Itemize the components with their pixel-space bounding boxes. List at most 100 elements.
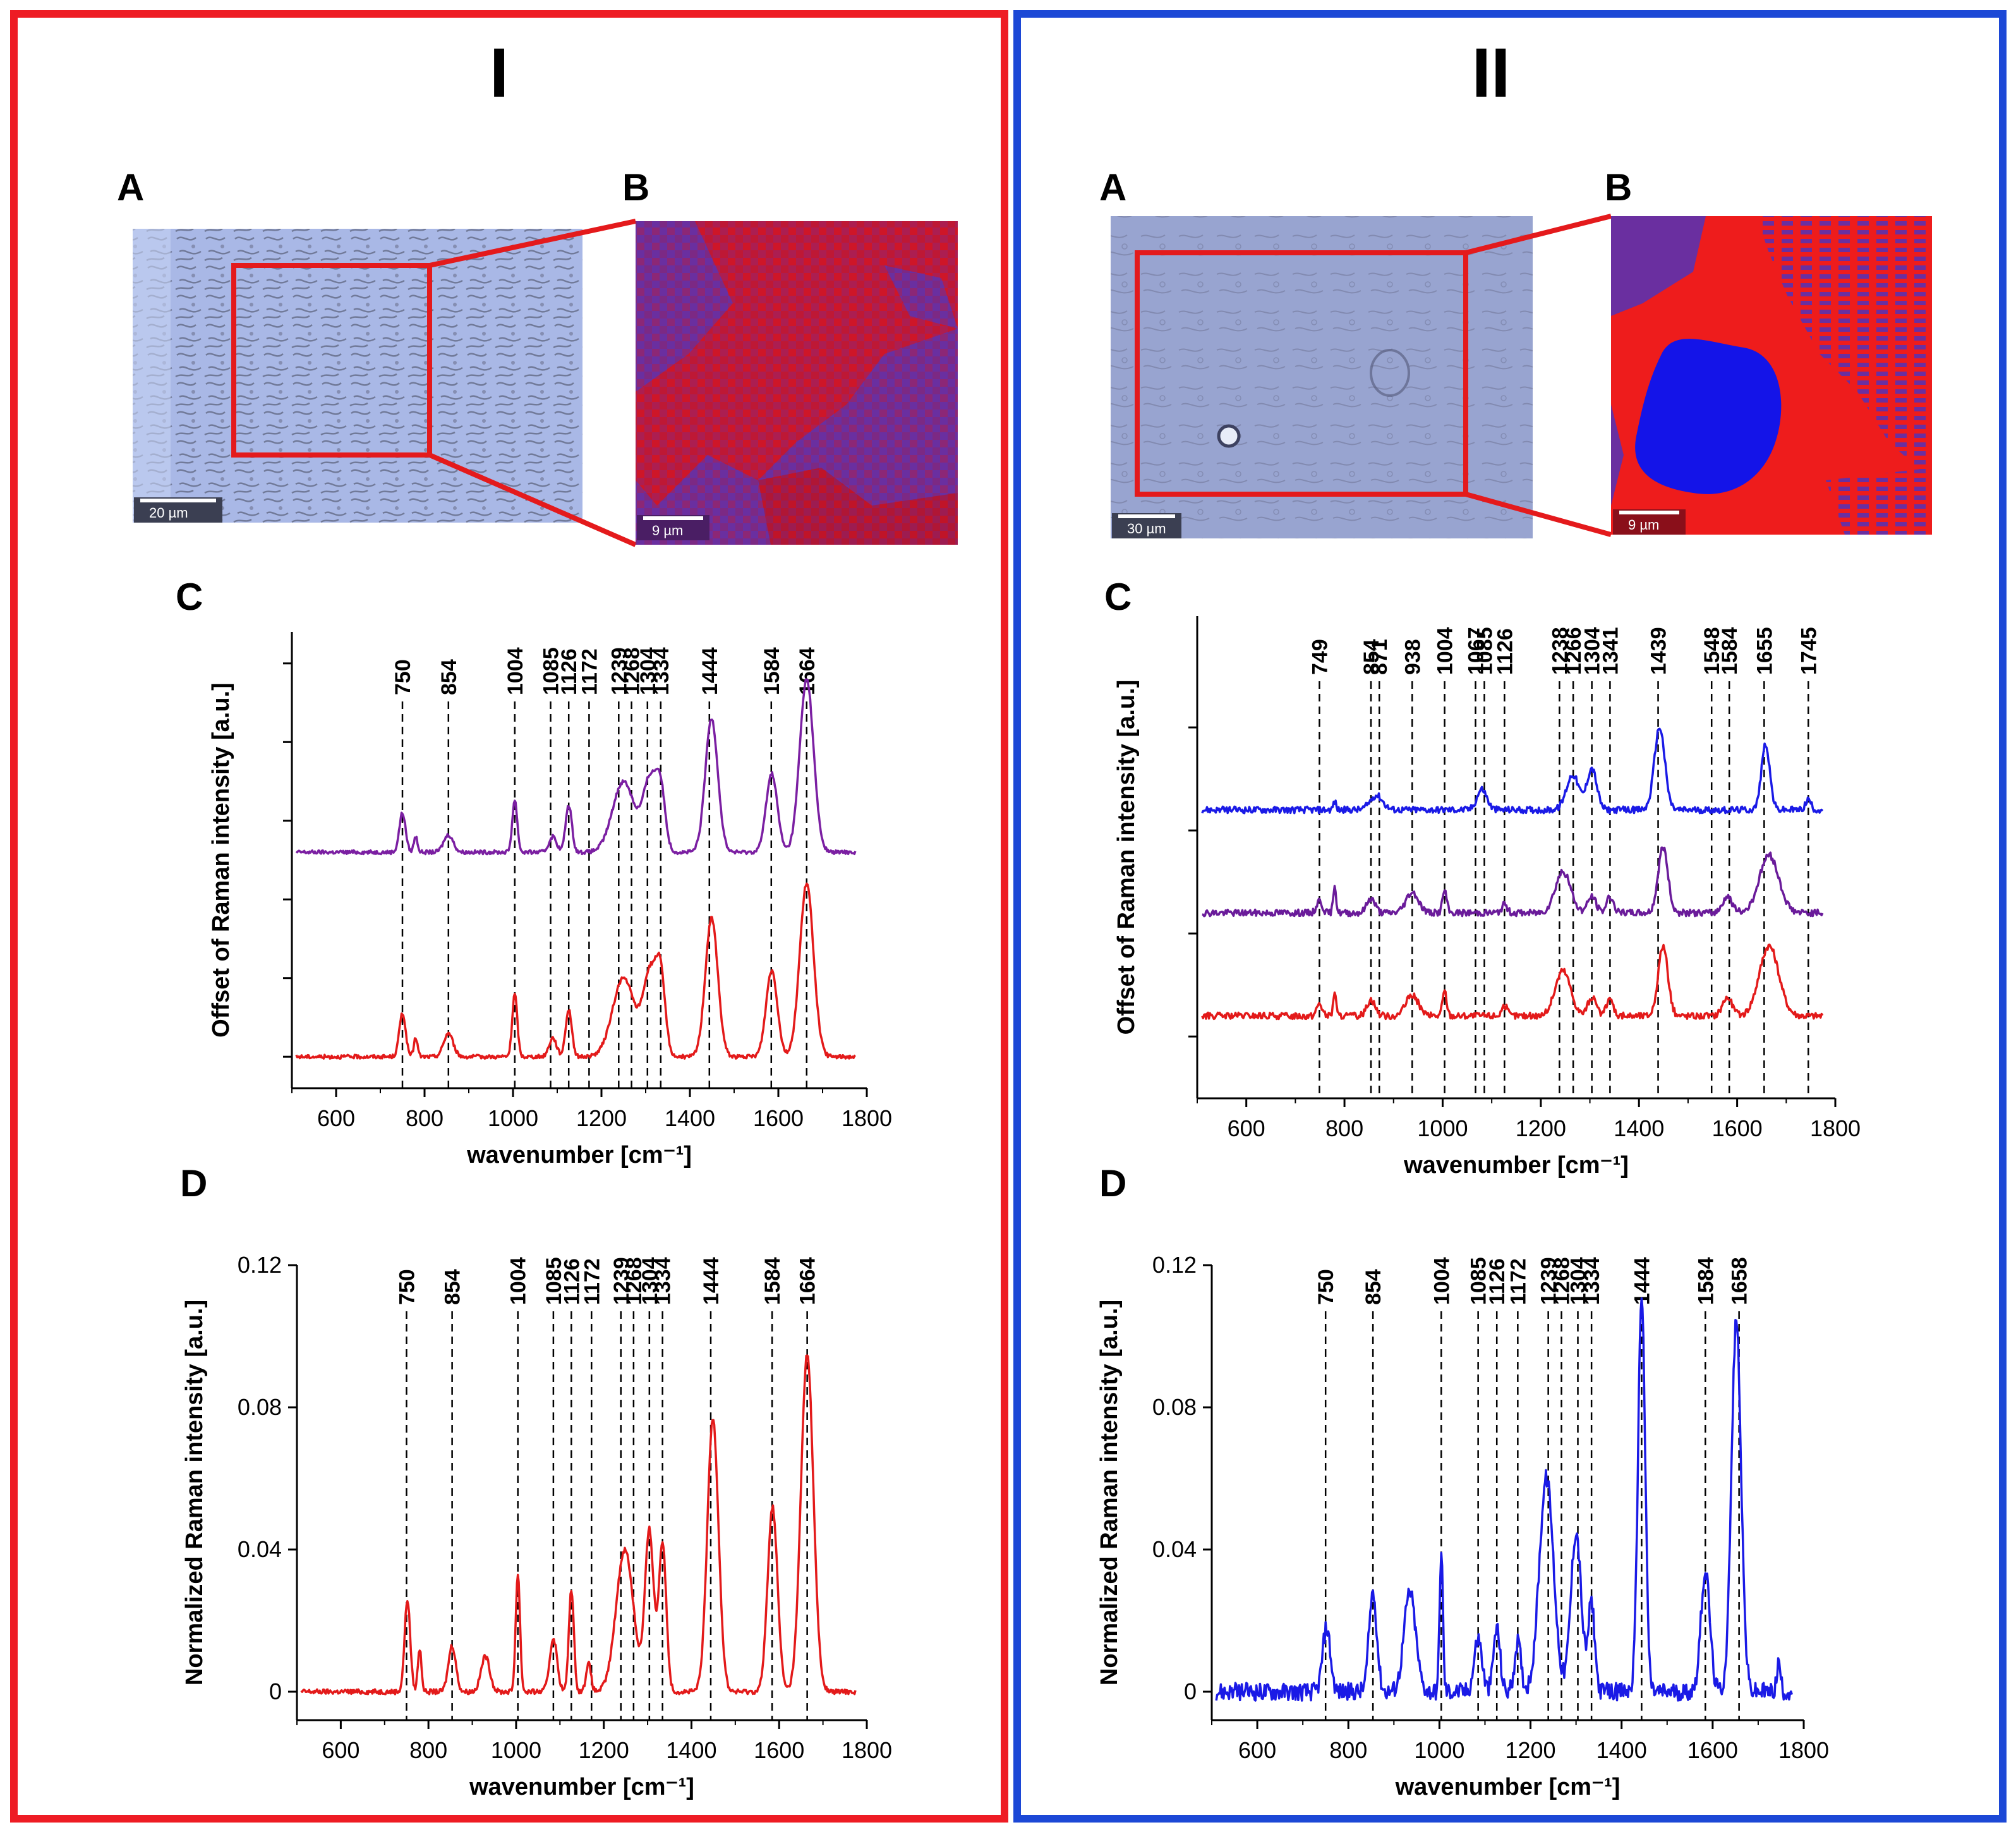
peak-label: 1584 <box>761 1257 785 1305</box>
peak-label: 1745 <box>1797 627 1821 675</box>
y-tick-label: 0 <box>1184 1678 1197 1704</box>
x-tick-label: 600 <box>317 1105 355 1131</box>
peak-label: 1004 <box>504 647 528 695</box>
peak-label: 1444 <box>699 1257 723 1305</box>
scalebar-B-text-II: 9 µm <box>1628 517 1660 533</box>
peak-label: 1655 <box>1753 627 1777 675</box>
panel-I-label-A: A <box>117 166 145 209</box>
peak-label: 1239 <box>607 647 631 695</box>
x-axis-label: wavenumber [cm⁻¹] <box>1395 1774 1621 1800</box>
panel-I-raman-map <box>636 221 958 545</box>
peak-label: 1172 <box>1506 1258 1530 1305</box>
panel-II-label-C: C <box>1104 576 1132 618</box>
peak-label: 749 <box>1308 639 1332 675</box>
y-axis-label: Normalized Raman intensity [a.u.] <box>181 1300 208 1685</box>
y-axis-label: Offset of Raman intensity [a.u.] <box>1113 680 1140 1035</box>
panel-II-scalebar-A: 30 µm <box>1112 513 1181 538</box>
peak-label: 1126 <box>1485 1258 1509 1305</box>
panel-I-scalebar-A: 20 µm <box>134 497 222 523</box>
panel-II-label-D: D <box>1099 1162 1127 1204</box>
peak-label: 1304 <box>638 1257 662 1305</box>
x-tick-label: 1600 <box>754 1737 804 1763</box>
x-tick-label: 1400 <box>1597 1737 1647 1763</box>
peak-label: 1268 <box>1550 1257 1574 1305</box>
y-axis-label: Offset of Raman intensity [a.u.] <box>208 682 234 1038</box>
panel-II-label-A: A <box>1099 166 1127 209</box>
peak-label: 1126 <box>560 1258 584 1305</box>
panel-I-title: I <box>489 34 509 112</box>
x-axis-label: wavenumber [cm⁻¹] <box>1403 1152 1629 1179</box>
peak-label: 1341 <box>1598 627 1622 675</box>
peak-label: 1304 <box>1566 1257 1590 1305</box>
peak-label: 1444 <box>698 647 722 695</box>
y-tick-label: 0.12 <box>1152 1252 1197 1278</box>
peak-label: 1444 <box>1630 1257 1654 1305</box>
panel-I-scalebar-B: 9 µm <box>637 515 709 540</box>
y-tick-label: 0.08 <box>1152 1394 1197 1420</box>
peak-label: 1304 <box>1581 627 1605 675</box>
chart-I-C: 600 800 1000 1200 1400 1600 1800 wavenumber [cm… <box>208 632 892 1168</box>
peak-label: 1004 <box>507 1257 531 1305</box>
y-tick-label: 0.12 <box>238 1252 282 1278</box>
chart-II-C: 600 800 1000 1200 1400 1600 1800 wavenumber [cm… <box>1113 616 1861 1179</box>
series-line-red <box>295 882 856 1060</box>
x-tick-label: 1200 <box>1505 1737 1555 1763</box>
x-tick-label: 1400 <box>666 1737 716 1763</box>
peak-label: 1085 <box>542 1257 566 1305</box>
x-tick-label: 800 <box>1325 1115 1363 1141</box>
peak-label: 1584 <box>1718 627 1742 675</box>
peak-label: 1085 <box>1473 627 1497 675</box>
peak-label: 750 <box>391 659 415 695</box>
peak-label: 1664 <box>795 647 819 695</box>
panel-II-title: II <box>1471 34 1511 112</box>
panel-II-border <box>1013 10 2007 1823</box>
peak-label: 1172 <box>580 1258 604 1305</box>
series-line-red <box>1201 943 1824 1021</box>
peak-label: 1334 <box>651 1257 675 1305</box>
peak-label: 1268 <box>620 647 644 695</box>
peak-label: 1304 <box>636 647 660 695</box>
x-tick-label: 1000 <box>1414 1737 1464 1763</box>
x-tick-label: 600 <box>1238 1737 1276 1763</box>
peak-label: 1238 <box>1548 627 1572 675</box>
peak-label: 854 <box>441 1269 465 1305</box>
peak-label: 854 <box>1360 639 1384 675</box>
x-tick-label: 1200 <box>576 1105 627 1131</box>
x-tick-label: 1800 <box>842 1105 892 1131</box>
scalebar-A-text: 20 µm <box>149 505 188 521</box>
x-tick-label: 800 <box>406 1105 444 1131</box>
panel-I-microscope-image <box>133 219 637 547</box>
scalebar-A-text-II: 30 µm <box>1127 521 1166 537</box>
peak-label: 1004 <box>1434 627 1458 675</box>
peak-label: 1126 <box>557 648 581 695</box>
peak-label: 854 <box>437 659 461 695</box>
y-tick-label: 0.04 <box>238 1536 282 1562</box>
peak-label: 1658 <box>1728 1257 1752 1305</box>
panel-II-raman-map <box>1611 216 1932 535</box>
peak-label: 1067 <box>1464 627 1488 675</box>
x-tick-label: 1600 <box>1687 1737 1738 1763</box>
peak-label: 1172 <box>577 648 601 695</box>
peak-label: 1548 <box>1700 627 1724 675</box>
peak-label: 938 <box>1401 639 1425 675</box>
x-tick-label: 1800 <box>1778 1737 1829 1763</box>
y-tick-label: 0 <box>269 1678 282 1704</box>
x-tick-label: 600 <box>1228 1115 1265 1141</box>
x-tick-label: 1800 <box>842 1737 892 1763</box>
series-line-red <box>300 1354 857 1696</box>
peak-label: 1334 <box>649 647 673 695</box>
peak-label: 1439 <box>1647 627 1671 675</box>
peak-label: 1268 <box>622 1257 646 1305</box>
series-line-blue <box>1201 727 1824 815</box>
panel-I-label-B: B <box>622 166 650 209</box>
panel-II-label-B: B <box>1605 166 1633 209</box>
peak-label: 750 <box>395 1269 419 1305</box>
x-tick-label: 1400 <box>1614 1115 1664 1141</box>
peak-label: 1239 <box>610 1257 634 1305</box>
chart-II-D: 600 800 1000 1200 1400 1600 1800 0 0.04 0.08 0.12 w… <box>1096 1252 1829 1800</box>
y-tick-label: 0.08 <box>238 1394 282 1420</box>
x-tick-label: 1600 <box>753 1105 804 1131</box>
scalebar-B-text: 9 µm <box>652 523 684 538</box>
series-line-purple <box>295 678 857 856</box>
peak-label: 854 <box>1361 1269 1385 1305</box>
